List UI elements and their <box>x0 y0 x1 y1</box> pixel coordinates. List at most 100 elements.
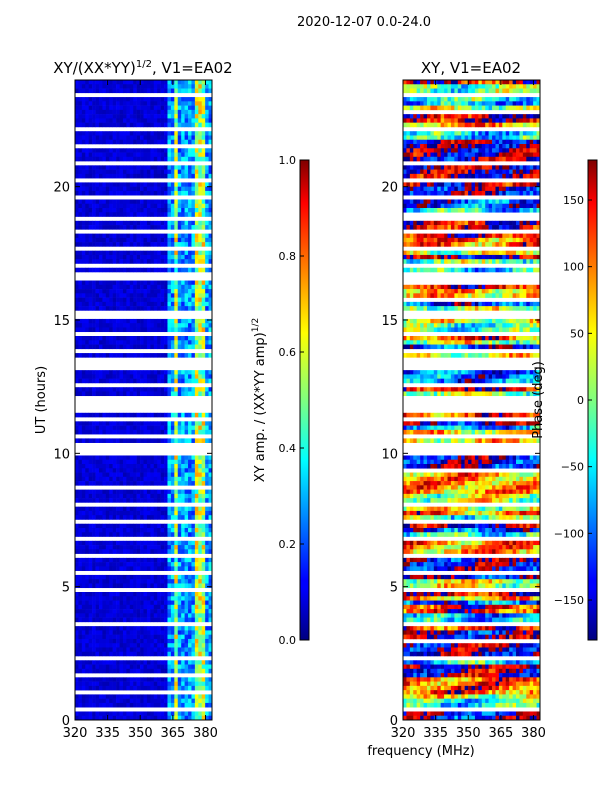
heatmap-cell <box>198 626 203 631</box>
heatmap-cell <box>133 528 137 533</box>
heatmap-cell <box>194 105 199 111</box>
heatmap-cell <box>136 617 141 623</box>
heatmap-cell <box>105 579 110 584</box>
heatmap-cell <box>205 464 209 469</box>
heatmap-cell <box>122 545 127 550</box>
heatmap-cell <box>95 510 100 516</box>
heatmap-cell <box>413 118 417 123</box>
heatmap-cell <box>181 109 185 115</box>
heatmap-cell <box>181 643 185 648</box>
heatmap-cell <box>433 105 438 111</box>
heatmap-cell <box>201 604 206 610</box>
heatmap-cell <box>112 220 117 226</box>
heatmap-cell <box>119 711 124 717</box>
heatmap-cell <box>112 148 117 153</box>
heatmap-cell <box>164 626 168 631</box>
heatmap-cell <box>526 84 531 89</box>
heatmap-cell <box>140 638 144 644</box>
heatmap-cell <box>198 118 203 123</box>
heatmap-cell <box>201 506 206 512</box>
heatmap-cell <box>129 318 134 324</box>
heatmap-cell <box>174 596 179 601</box>
heatmap-cell <box>516 105 520 111</box>
heatmap-cell <box>129 549 134 554</box>
heatmap-cell <box>92 715 96 720</box>
heatmap-cell <box>126 169 131 175</box>
heatmap-cell <box>102 481 107 486</box>
heatmap-cell <box>78 135 83 141</box>
heatmap-cell <box>498 139 503 145</box>
heatmap-cell <box>98 412 103 418</box>
heatmap-cell <box>129 378 134 384</box>
heatmap-cell <box>170 634 175 640</box>
heatmap-cell <box>522 122 527 128</box>
heatmap-cell <box>174 685 179 691</box>
heatmap-cell <box>146 609 151 614</box>
heatmap-cell <box>119 109 124 115</box>
heatmap-cell <box>205 506 209 512</box>
heatmap-cell <box>92 421 96 426</box>
heatmap-cell <box>164 515 168 520</box>
heatmap-cell <box>153 412 158 418</box>
heatmap-cell <box>167 109 172 115</box>
heatmap-cell <box>198 199 203 205</box>
heatmap-cell <box>133 681 137 687</box>
heatmap-cell <box>153 301 158 307</box>
heatmap-cell <box>181 600 185 606</box>
heatmap-cell <box>167 148 172 153</box>
heatmap-cell <box>133 493 137 499</box>
heatmap-cell <box>133 220 137 226</box>
heatmap-cell <box>146 233 151 239</box>
heatmap-cell <box>95 131 100 136</box>
heatmap-cell <box>150 604 155 610</box>
heatmap-cell <box>116 267 120 273</box>
heatmap-cell <box>140 510 144 516</box>
heatmap-cell <box>406 97 411 102</box>
heatmap-cell <box>136 297 141 303</box>
heatmap-cell <box>420 80 424 85</box>
heatmap-cell <box>143 374 148 379</box>
heatmap-cell <box>109 182 113 187</box>
heatmap-cell <box>78 212 83 217</box>
heatmap-cell <box>129 438 134 443</box>
heatmap-cell <box>109 660 113 665</box>
heatmap-cell <box>109 459 113 465</box>
heatmap-cell <box>75 638 79 644</box>
heatmap-cell <box>98 574 103 580</box>
heatmap-cell <box>95 237 100 243</box>
heatmap-cell <box>153 468 158 473</box>
heatmap-cell <box>406 80 411 85</box>
heatmap-cell <box>140 242 144 247</box>
heatmap-cell <box>184 472 189 478</box>
heatmap-cell <box>153 199 158 205</box>
heatmap-cell <box>184 353 189 358</box>
heatmap-cell <box>129 139 134 145</box>
heatmap-cell <box>164 378 168 384</box>
heatmap-cell <box>78 139 83 145</box>
heatmap-cell <box>164 702 168 708</box>
heatmap-cell <box>88 148 93 153</box>
heatmap-cell <box>122 677 127 682</box>
heatmap-cell <box>88 429 93 435</box>
heatmap-cell <box>167 668 172 674</box>
heatmap-cell <box>129 242 134 247</box>
heatmap-cell <box>88 592 93 597</box>
heatmap-cell <box>164 97 168 102</box>
heatmap-cell <box>519 88 524 94</box>
heatmap-cell <box>208 199 212 205</box>
heatmap-cell <box>194 220 199 226</box>
heatmap-cell <box>201 173 206 179</box>
heatmap-cell <box>102 97 107 102</box>
heatmap-cell <box>129 660 134 665</box>
heatmap-cell <box>92 711 96 717</box>
heatmap-cell <box>184 327 189 333</box>
heatmap-cell <box>184 638 189 644</box>
heatmap-cell <box>109 344 113 350</box>
heatmap-cell <box>512 144 517 149</box>
heatmap-cell <box>167 242 172 247</box>
heatmap-cell <box>78 220 83 226</box>
heatmap-cell <box>92 455 96 461</box>
heatmap-cell <box>102 109 107 115</box>
heatmap-cell <box>98 528 103 533</box>
heatmap-cell <box>92 131 96 136</box>
